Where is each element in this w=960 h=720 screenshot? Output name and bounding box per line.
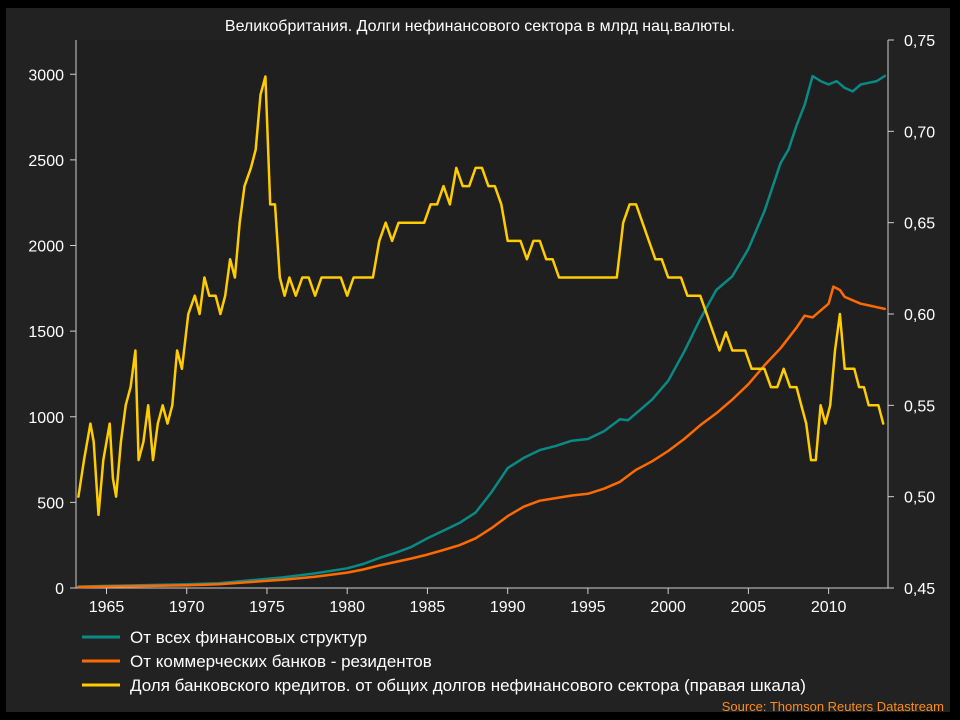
- series-line-financial: [77, 74, 887, 588]
- plot-area: [76, 40, 888, 588]
- x-tick-label: 1965: [89, 599, 125, 616]
- y-right-tick-label: 0,70: [904, 124, 935, 141]
- x-tick-label: 1970: [169, 599, 205, 616]
- y-right-tick-label: 0,45: [904, 581, 935, 598]
- y-left-axis: 0 500 1000 1500 2000 2500 3000: [28, 67, 76, 598]
- legend-label-banks: От коммерческих банков - резидентов: [130, 652, 432, 671]
- y-left-tick-label: 3000: [28, 67, 64, 84]
- x-tick-label: 1995: [570, 599, 606, 616]
- source-note: Source: Thomson Reuters Datastream: [722, 699, 944, 714]
- y-left-tick-label: 1000: [28, 410, 64, 427]
- x-tick-label: 1980: [329, 599, 365, 616]
- x-tick-label: 2005: [731, 599, 767, 616]
- x-tick-label: 1975: [249, 599, 285, 616]
- y-right-axis: 0,45 0,50 0,55 0,60 0,65 0,70 0,75: [888, 33, 935, 598]
- legend: От всех финансовых структур От коммерчес…: [82, 628, 806, 695]
- y-left-tick-label: 1500: [28, 324, 64, 341]
- y-right-tick-label: 0,75: [904, 33, 935, 50]
- y-right-tick-label: 0,65: [904, 216, 935, 233]
- series-layer: [77, 74, 887, 589]
- x-axis: 1965 1970 1975 1980 1985 1990 1995 2000 2005 2010: [89, 588, 847, 616]
- x-tick-label: 2000: [650, 599, 686, 616]
- series-line-banks: [77, 285, 887, 589]
- legend-label-bank-share: Доля банковского кредитов. от общих долг…: [130, 676, 806, 695]
- y-left-tick-label: 2000: [28, 239, 64, 256]
- x-tick-label: 2010: [811, 599, 847, 616]
- chart-title: Великобритания. Долги нефинансового сект…: [225, 18, 735, 35]
- y-right-tick-label: 0,50: [904, 490, 935, 507]
- x-tick-label: 1990: [490, 599, 526, 616]
- legend-label-financial: От всех финансовых структур: [130, 628, 367, 647]
- y-right-tick-label: 0,55: [904, 398, 935, 415]
- y-right-tick-label: 0,60: [904, 307, 935, 324]
- series-line-bank-share: [77, 75, 885, 517]
- y-left-tick-label: 500: [37, 495, 64, 512]
- y-left-tick-label: 2500: [28, 153, 64, 170]
- y-left-tick-label: 0: [55, 581, 64, 598]
- x-tick-label: 1985: [410, 599, 446, 616]
